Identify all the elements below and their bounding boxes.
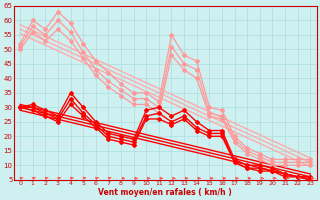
- X-axis label: Vent moyen/en rafales ( km/h ): Vent moyen/en rafales ( km/h ): [98, 188, 232, 197]
